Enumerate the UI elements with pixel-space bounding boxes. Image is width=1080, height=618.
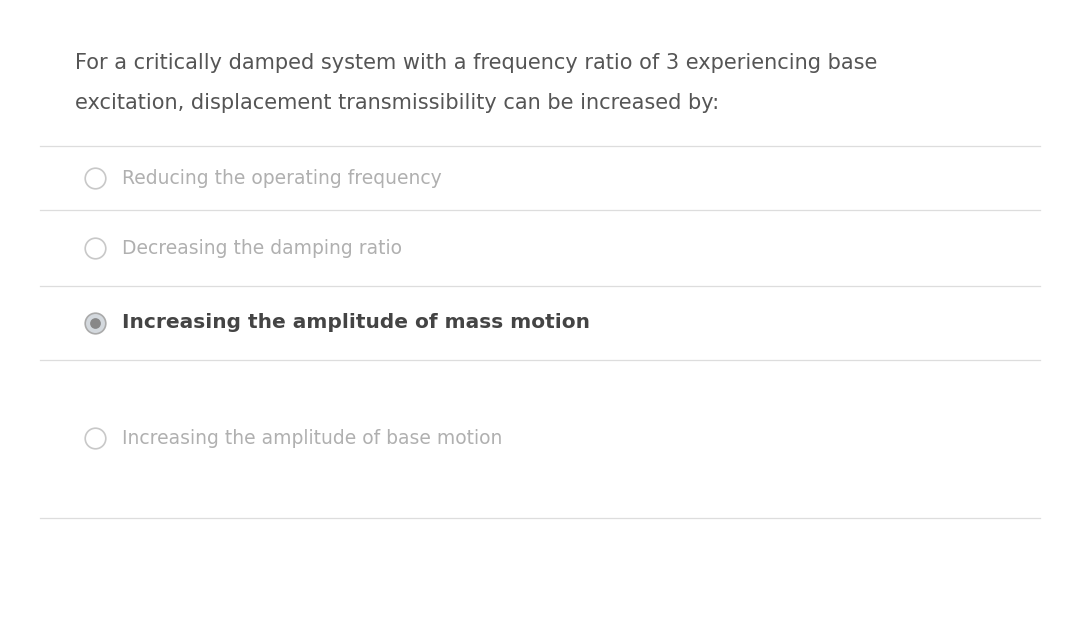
Text: Decreasing the damping ratio: Decreasing the damping ratio xyxy=(122,239,402,258)
Text: Reducing the operating frequency: Reducing the operating frequency xyxy=(122,169,442,187)
Point xyxy=(86,173,104,183)
Point xyxy=(86,318,104,328)
Text: excitation, displacement transmissibility can be increased by:: excitation, displacement transmissibilit… xyxy=(75,93,719,113)
Point xyxy=(86,433,104,443)
Point xyxy=(86,318,104,328)
Text: Increasing the amplitude of base motion: Increasing the amplitude of base motion xyxy=(122,428,502,447)
Text: For a critically damped system with a frequency ratio of 3 experiencing base: For a critically damped system with a fr… xyxy=(75,53,877,73)
Point xyxy=(86,243,104,253)
Text: Increasing the amplitude of mass motion: Increasing the amplitude of mass motion xyxy=(122,313,590,332)
